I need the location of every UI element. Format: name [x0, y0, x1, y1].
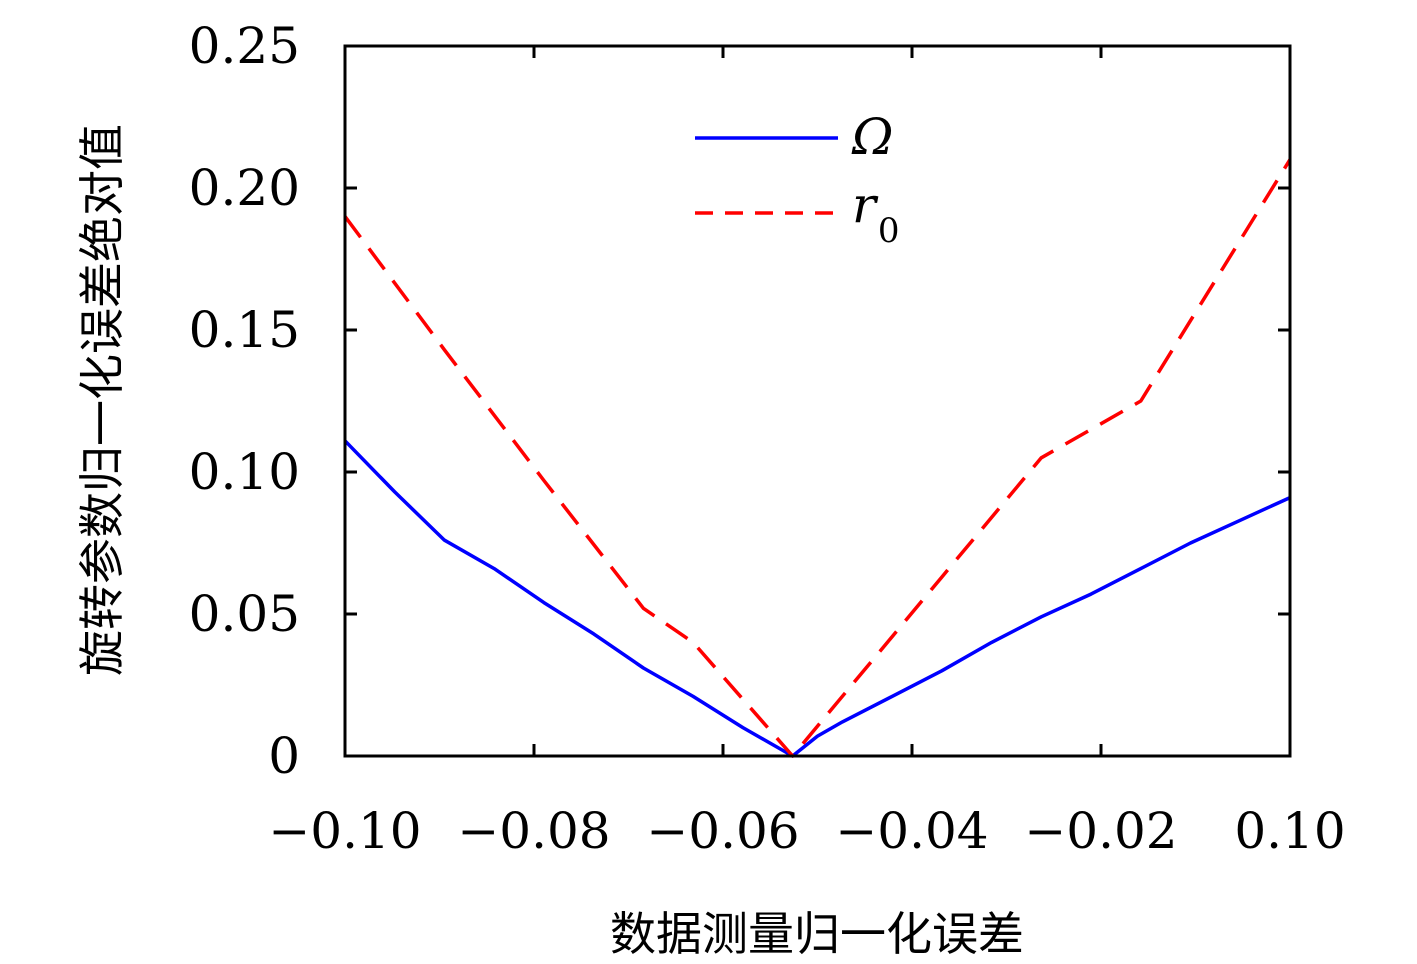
- x-tick-label: 0.10: [1234, 802, 1345, 860]
- x-tick-label: −0.10: [268, 802, 421, 860]
- legend-label-omega: Ω: [851, 108, 893, 166]
- axes: −0.10 −0.08 −0.06 −0.04 −0.02 0.10 0 0.05 0.10 0.…: [189, 17, 1346, 860]
- legend: Ω r0: [695, 108, 900, 251]
- y-tick-label: 0.10: [189, 443, 300, 501]
- y-tick-label: 0.15: [189, 301, 300, 359]
- x-axis-title: 数据测量归一化误差: [610, 907, 1024, 961]
- x-tick-label: −0.06: [646, 802, 799, 860]
- y-tick-label: 0.05: [189, 585, 300, 643]
- x-tick-label: −0.08: [457, 802, 610, 860]
- x-tick-label: −0.02: [1024, 802, 1177, 860]
- series-line-omega: [343, 439, 1291, 758]
- y-tick-label: 0.20: [189, 159, 300, 217]
- series-line-r0: [343, 158, 1292, 758]
- legend-label-r0-main: r: [852, 176, 879, 234]
- y-tick-label: 0: [268, 727, 300, 785]
- y-tick-label: 0.25: [189, 17, 300, 75]
- plot-frame: [343, 44, 1292, 758]
- legend-label-r0: r0: [852, 176, 900, 251]
- y-axis-title: 旋转参数归一化误差绝对值: [75, 124, 129, 676]
- x-tick-label: −0.04: [835, 802, 988, 860]
- legend-label-r0-sub: 0: [878, 211, 900, 251]
- plot-area: [343, 158, 1292, 758]
